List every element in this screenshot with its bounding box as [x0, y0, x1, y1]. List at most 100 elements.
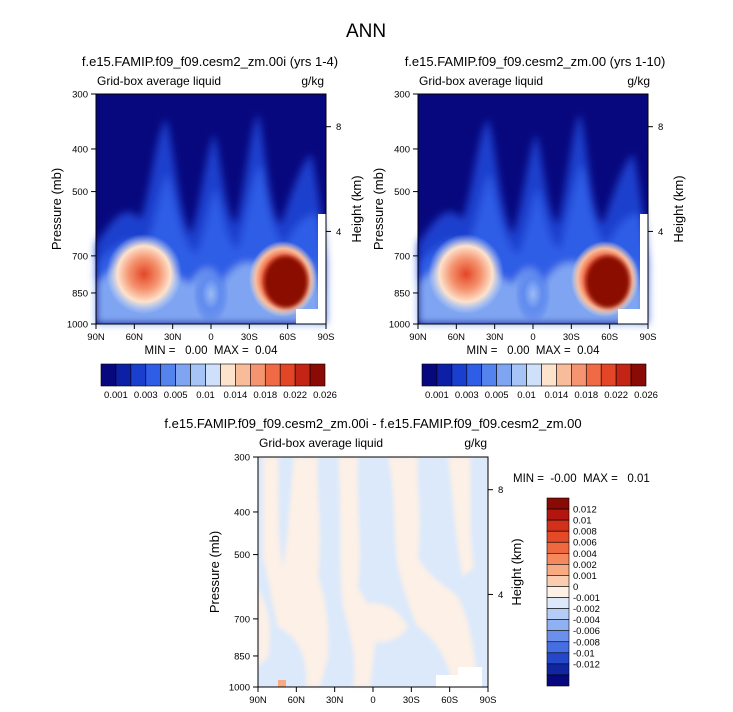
colorbar-label: 0.018	[253, 390, 277, 401]
y-tick-label: 300	[234, 453, 250, 464]
panel-1-subtitle-right: g/kg	[301, 74, 324, 88]
x-tick-label: 60S	[441, 695, 458, 706]
colorbar-box	[546, 597, 570, 609]
y-tick-label: 400	[394, 144, 410, 155]
colorbar-box	[546, 564, 570, 576]
colorbar-box	[466, 363, 483, 387]
panel-3-stats: MIN = -0.00 MAX = 0.01	[513, 473, 650, 485]
colorbar-box	[546, 519, 570, 532]
x-tick-label: 90S	[480, 695, 497, 706]
x-tick-label: 90N	[249, 695, 267, 706]
colorbar-box	[481, 363, 497, 387]
y-tick-label: 1000	[67, 320, 88, 331]
y-tick-label: 500	[394, 187, 410, 198]
panel-3-ylabel: Pressure (mb)	[207, 531, 222, 613]
panel-1-colorbar: 0.001 0.003 0.005 0.01 0.014 0.018 0.022 0.026	[100, 363, 337, 401]
panel-3: f.e15.FAMIP.f09_f09.cesm2_zm.00i - f.e15…	[164, 416, 649, 706]
x-tick-label: 30S	[403, 695, 420, 706]
panel-3-colorbar: 0.0120.010.0080.0060.0040.0020.0010-0.00…	[546, 497, 600, 687]
colorbar-label: -0.001	[573, 593, 600, 604]
colorbar-box	[556, 363, 572, 387]
colorbar-box	[546, 663, 570, 676]
panel-2-plot-area	[417, 93, 649, 325]
colorbar-box	[220, 363, 236, 387]
height-tick-label: 4	[658, 227, 663, 238]
colorbar-box	[546, 608, 570, 620]
colorbar-box	[496, 363, 512, 387]
panel-2-subtitle-left: Grid-box average liquid	[419, 74, 543, 88]
y-tick-label: 400	[72, 144, 88, 155]
colorbar-box	[546, 674, 570, 687]
height-tick-label: 4	[336, 227, 341, 238]
height-tick-label: 8	[498, 485, 503, 496]
colorbar-box	[546, 641, 570, 654]
panel-1-axes: 90N 60N 30N 0 30S 60S 90S 300 400 500 700 850 1000 8 4	[67, 90, 341, 344]
colorbar-box	[421, 363, 438, 387]
colorbar-box	[600, 363, 617, 387]
colorbar-label: -0.008	[573, 637, 600, 648]
panel-1-subtitle-left: Grid-box average liquid	[97, 74, 221, 88]
colorbar-label: -0.01	[573, 648, 595, 659]
colorbar-box	[250, 363, 266, 387]
colorbar-label: 0.001	[573, 571, 597, 582]
panel-1-title: f.e15.FAMIP.f09_f09.cesm2_zm.00i (yrs 1-…	[82, 54, 338, 69]
panel-2-stats: MIN = 0.00 MAX = 0.04	[467, 345, 601, 357]
colorbar-label: 0.01	[573, 516, 592, 527]
colorbar-box	[585, 363, 602, 387]
panel-1-ylabel: Pressure (mb)	[49, 168, 64, 250]
colorbar-box	[451, 363, 468, 387]
panel-3-ylabel-right: Height (km)	[509, 538, 524, 605]
x-tick-label: 0	[370, 695, 375, 706]
colorbar-label: 0.003	[455, 390, 479, 401]
colorbar-box	[115, 363, 132, 387]
colorbar-label: 0.004	[573, 549, 597, 560]
colorbar-label: 0.001	[104, 390, 128, 401]
x-tick-label: 60N	[126, 332, 144, 343]
colorbar-box	[546, 497, 570, 510]
panel-1-stats: MIN = 0.00 MAX = 0.04	[145, 345, 279, 357]
y-tick-label: 700	[72, 251, 88, 262]
colorbar-box	[264, 363, 281, 387]
y-tick-label: 300	[72, 90, 88, 101]
colorbar-box	[205, 363, 221, 387]
y-tick-label: 1000	[389, 320, 410, 331]
panel-3-subtitle-right: g/kg	[464, 436, 487, 450]
colorbar-box	[630, 363, 647, 387]
colorbar-label: 0.026	[634, 390, 658, 401]
colorbar-label: 0.026	[313, 390, 337, 401]
colorbar-label: 0.008	[573, 527, 597, 538]
x-tick-label: 30S	[563, 332, 580, 343]
panel-2-ylabel-right: Height (km)	[671, 175, 686, 242]
panel-2-subtitle-right: g/kg	[627, 74, 650, 88]
x-tick-label: 90S	[640, 332, 657, 343]
colorbar-box	[190, 363, 206, 387]
colorbar-box	[309, 363, 326, 387]
colorbar-box	[130, 363, 147, 387]
x-tick-label: 90N	[409, 332, 427, 343]
height-tick-label: 4	[498, 590, 503, 601]
colorbar-box	[546, 541, 570, 554]
x-tick-label: 60N	[288, 695, 306, 706]
panel-2: f.e15.FAMIP.f09_f09.cesm2_zm.00 (yrs 1-1…	[371, 54, 686, 401]
y-tick-label: 850	[72, 288, 88, 299]
height-tick-label: 8	[336, 122, 341, 133]
colorbar-box	[175, 363, 191, 387]
colorbar-label: 0.003	[134, 390, 158, 401]
y-tick-label: 850	[234, 651, 250, 662]
y-tick-label: 700	[394, 251, 410, 262]
panel-2-axes: 90N 60N 30N 0 30S 60S 90S 300 400 500 700 850 1000 8 4	[389, 90, 663, 344]
y-tick-label: 850	[394, 288, 410, 299]
colorbar-box	[546, 575, 570, 587]
colorbar-label: 0	[573, 582, 578, 593]
panel-3-plot-area	[257, 456, 489, 688]
panel-3-title: f.e15.FAMIP.f09_f09.cesm2_zm.00i - f.e15…	[164, 416, 581, 431]
x-tick-label: 30S	[241, 332, 258, 343]
colorbar-box	[526, 363, 542, 387]
panel-2-colorbar: 0.001 0.003 0.005 0.01 0.014 0.018 0.022 0.026	[421, 363, 658, 401]
colorbar-label: 0.01	[196, 390, 215, 401]
height-tick-label: 8	[658, 122, 663, 133]
panel-2-ylabel: Pressure (mb)	[371, 168, 386, 250]
x-tick-label: 60S	[601, 332, 618, 343]
colorbar-box	[160, 363, 176, 387]
colorbar-label: 0.005	[164, 390, 188, 401]
